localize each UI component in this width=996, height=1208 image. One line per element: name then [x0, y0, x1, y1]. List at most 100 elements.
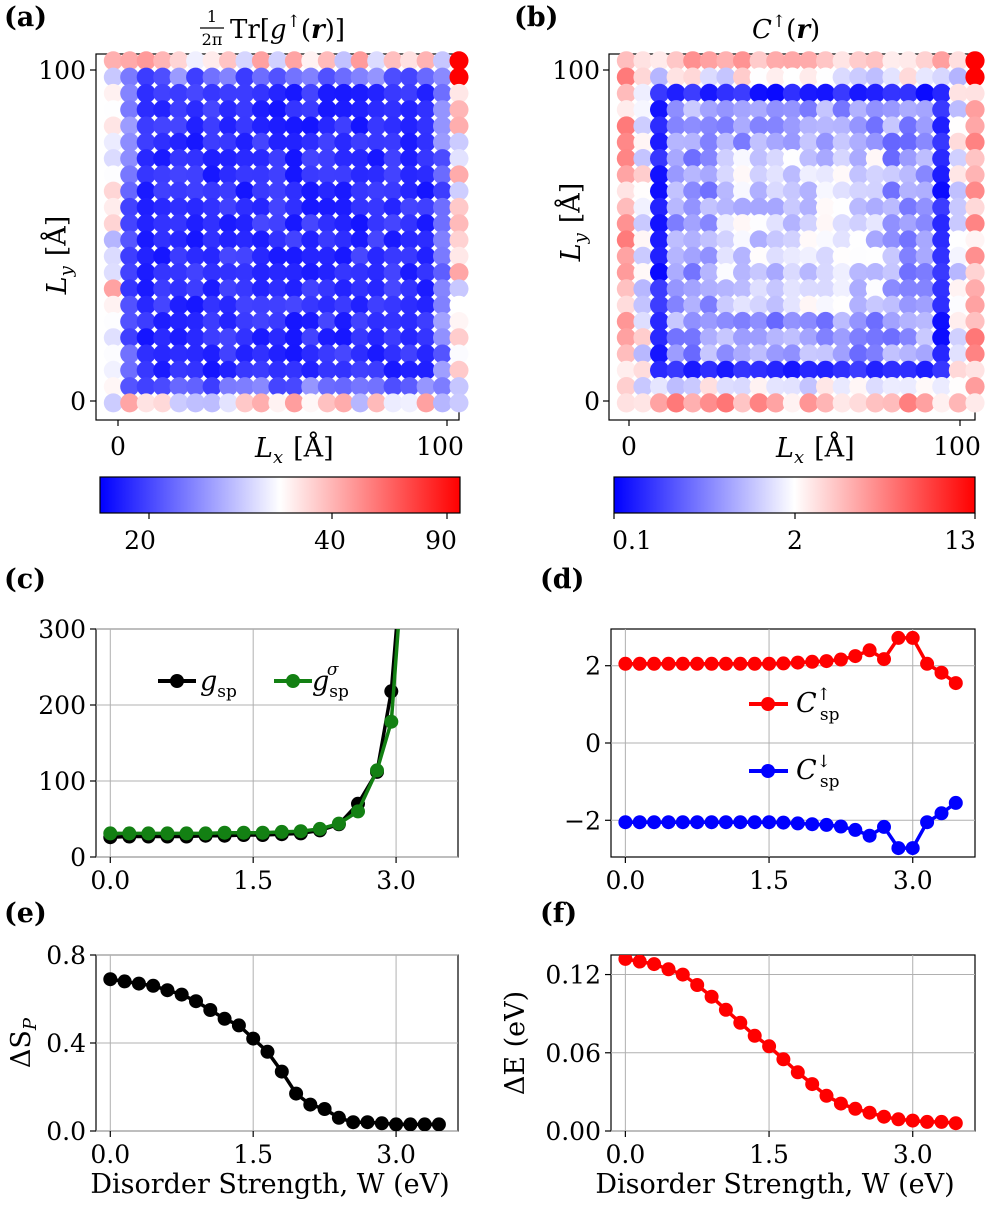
heatmap-cell — [782, 279, 803, 299]
heatmap-cell — [284, 83, 304, 103]
heatmap-cell — [865, 344, 886, 364]
heatmap-cell — [186, 132, 206, 152]
heatmap-cell — [716, 197, 736, 217]
ytick-label: −2 — [564, 806, 601, 835]
heatmap-cell — [766, 67, 786, 87]
heatmap-cell — [816, 67, 836, 87]
heatmap-cell — [865, 360, 886, 380]
heatmap-cell — [251, 263, 271, 283]
heatmap-cell — [219, 230, 238, 250]
heatmap-cell — [449, 393, 469, 413]
heatmap-cell — [433, 149, 452, 169]
heatmap-cell — [766, 83, 786, 103]
heatmap-cell — [153, 344, 173, 364]
heatmap-cell — [633, 328, 653, 348]
heatmap-cell — [317, 83, 337, 103]
heatmap-cell — [235, 51, 255, 71]
heatmap-cell — [832, 230, 852, 250]
heatmap-cell — [235, 165, 255, 185]
heatmap-cell — [400, 263, 420, 283]
data-point — [833, 652, 848, 667]
heatmap-cell — [235, 393, 255, 413]
heatmap-cell — [317, 214, 337, 234]
heatmap-cell — [865, 230, 886, 250]
heatmap-cell — [683, 132, 703, 152]
heatmap-cell — [317, 312, 337, 331]
heatmap-cell — [136, 279, 156, 299]
heatmap-cell — [284, 197, 304, 217]
heatmap-cell — [932, 116, 952, 136]
heatmap-cell — [251, 116, 271, 136]
panel-a-title: 1 2π Tr[g↑(r)] — [200, 7, 345, 49]
heatmap-cell — [849, 295, 869, 315]
heatmap-cell — [433, 312, 452, 331]
heatmap-cell — [120, 100, 140, 120]
heatmap-cell — [899, 165, 919, 185]
data-point — [661, 815, 676, 830]
heatmap-cell — [965, 263, 985, 283]
heatmap-cell — [219, 197, 238, 217]
heatmap-cell — [782, 197, 803, 217]
heatmap-cell — [666, 67, 686, 87]
heatmap-cell — [416, 51, 436, 71]
heatmap-cell — [683, 279, 703, 299]
panel-label-a: (a) — [4, 2, 47, 33]
title-r: r — [311, 15, 327, 45]
heatmap-cell — [251, 295, 271, 315]
heatmap-cell — [153, 149, 173, 169]
heatmap-cell — [882, 279, 902, 299]
heatmap-cell — [153, 67, 173, 87]
heatmap-cell — [965, 246, 985, 266]
heatmap-cell — [816, 132, 836, 152]
heatmap-cell — [317, 132, 337, 152]
heatmap-cell — [334, 246, 354, 266]
data-point — [260, 1044, 275, 1059]
panel-label-b: (b) — [514, 2, 558, 33]
heatmap-cell — [400, 295, 420, 315]
heatmap-cell — [766, 149, 786, 169]
heatmap-cell — [699, 311, 720, 332]
heatmap-cell — [899, 67, 919, 87]
heatmap-cell — [120, 51, 140, 71]
title-fraction-numerator: 1 — [207, 7, 217, 26]
data-point — [317, 1102, 332, 1116]
heatmap-cell — [103, 377, 123, 397]
heatmap-cell — [103, 165, 123, 185]
heatmap-cell — [219, 377, 238, 397]
heatmap-cell — [882, 344, 902, 364]
heatmap-cell — [699, 377, 720, 397]
ytick-label: 0 — [585, 729, 601, 758]
heatmap-cell — [882, 230, 902, 250]
data-point — [833, 819, 848, 834]
panel-label-f: (f) — [540, 898, 577, 929]
heatmap-cell — [965, 100, 985, 120]
heatmap-cell — [367, 312, 387, 331]
heatmap-cell — [153, 100, 173, 120]
heatmap-cell — [153, 165, 173, 185]
heatmap-cell — [915, 279, 935, 299]
data-point — [920, 815, 935, 830]
heatmap-cell — [832, 377, 852, 397]
heatmap-cell — [899, 132, 919, 152]
heatmap-cell — [136, 377, 156, 397]
heatmap-cell — [915, 214, 935, 234]
heatmap-cell — [350, 197, 370, 217]
heatmap-cell — [716, 149, 736, 169]
heatmap-cell — [683, 246, 703, 266]
heatmap-cell — [202, 360, 222, 380]
heatmap-cell — [666, 263, 686, 283]
heatmap-cell — [301, 246, 321, 266]
heatmap-cell — [383, 181, 403, 201]
heatmap-cell — [733, 311, 753, 332]
data-point — [360, 1115, 375, 1130]
heatmap-cell — [400, 328, 420, 348]
heatmap-cell — [301, 149, 321, 169]
panel-b-colorbar — [613, 476, 976, 514]
heatmap-cell — [699, 116, 720, 136]
heatmap-cell — [749, 344, 769, 364]
heatmap-cell — [186, 165, 206, 185]
heatmap-cell — [699, 246, 720, 266]
heatmap-cell — [666, 246, 686, 266]
heatmap-cell — [235, 263, 255, 283]
heatmap-cell — [832, 360, 852, 380]
